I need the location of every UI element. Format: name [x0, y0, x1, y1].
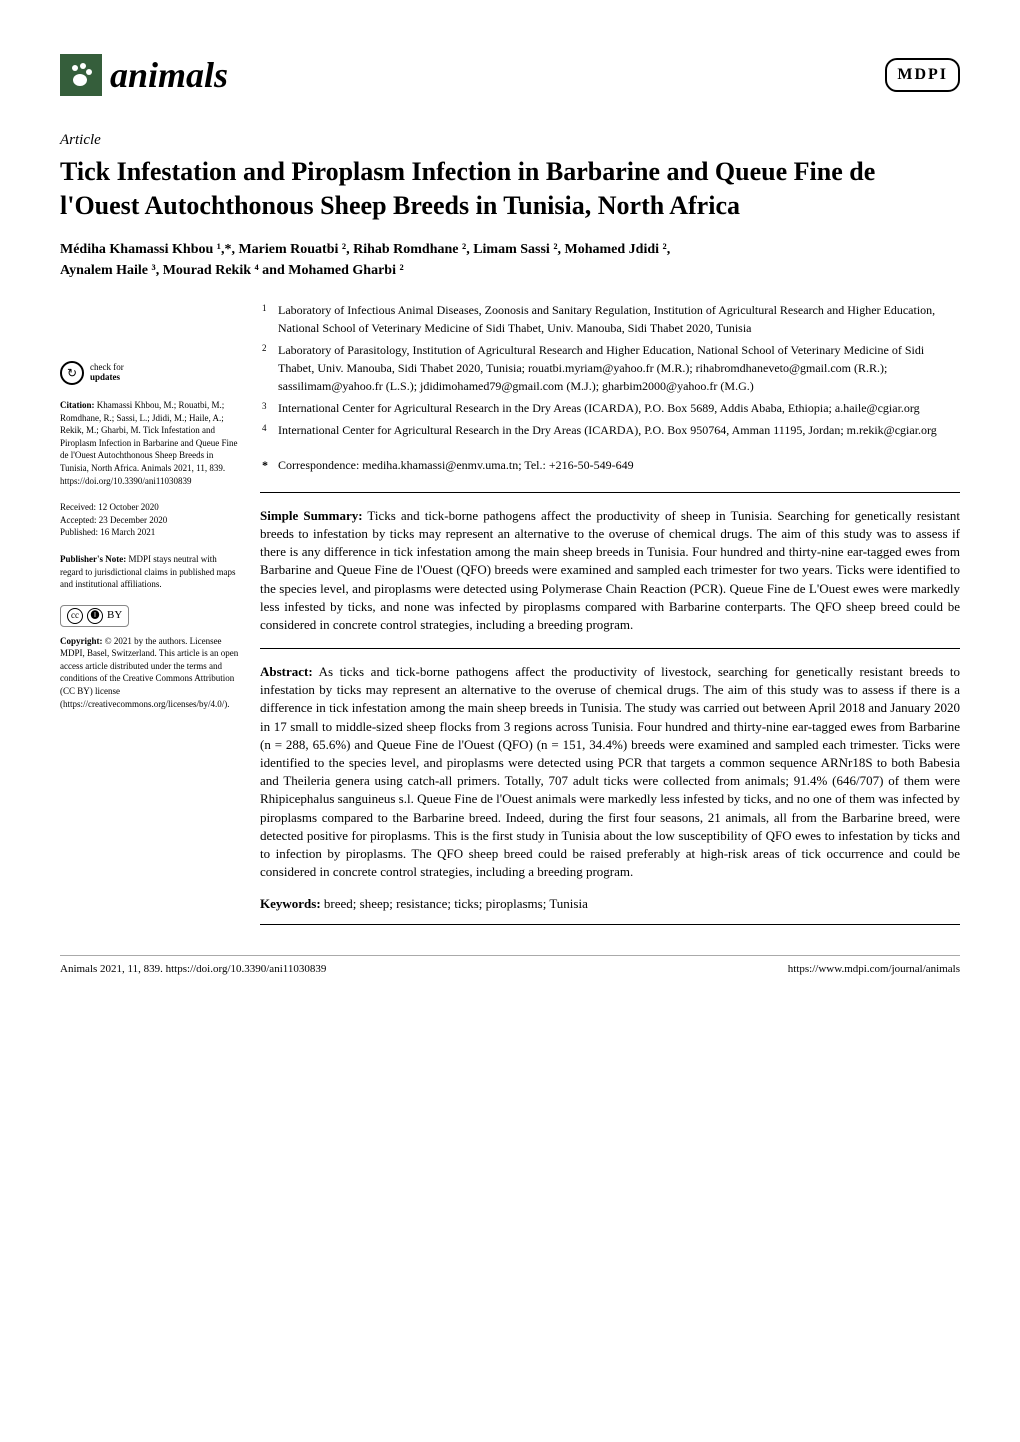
- correspondence-text: Correspondence: mediha.khamassi@enmv.uma…: [278, 458, 634, 472]
- by-icon: 🅘: [87, 608, 103, 624]
- check-updates[interactable]: ↻ check for updates: [60, 361, 240, 385]
- by-label: BY: [107, 608, 122, 623]
- footer-left: Animals 2021, 11, 839. https://doi.org/1…: [60, 962, 326, 977]
- published-date: Published: 16 March 2021: [60, 526, 240, 539]
- keywords-label: Keywords:: [260, 896, 321, 911]
- publishers-note-section: Publisher's Note: MDPI stays neutral wit…: [60, 553, 240, 591]
- publishers-note-label: Publisher's Note:: [60, 554, 126, 564]
- simple-summary-text: Ticks and tick-borne pathogens affect th…: [260, 508, 960, 632]
- check-updates-icon: ↻: [60, 361, 84, 385]
- abstract-label: Abstract:: [260, 664, 313, 679]
- authors: Médiha Khamassi Khbou ¹,*, Mariem Rouatb…: [60, 239, 960, 281]
- affiliation-marker: 4: [262, 422, 267, 436]
- check-updates-text: check for updates: [90, 363, 124, 383]
- abstract-block: Abstract: As ticks and tick-borne pathog…: [260, 648, 960, 881]
- citation-text: Khamassi Khbou, M.; Rouatbi, M.; Romdhan…: [60, 400, 237, 486]
- cc-by-badge: cc 🅘 BY: [60, 605, 129, 627]
- correspondence-marker: *: [262, 457, 268, 474]
- received-date: Received: 12 October 2020: [60, 501, 240, 514]
- journal-name: animals: [110, 50, 228, 100]
- simple-summary-block: Simple Summary: Ticks and tick-borne pat…: [260, 492, 960, 634]
- citation-label: Citation:: [60, 400, 95, 410]
- bottom-rule: [260, 924, 960, 925]
- check-for-label: check for: [90, 362, 124, 372]
- affiliation-text: International Center for Agricultural Re…: [278, 423, 937, 437]
- authors-line-1: Médiha Khamassi Khbou ¹,*, Mariem Rouatb…: [60, 242, 670, 257]
- article-type: Article: [60, 130, 960, 151]
- main-content: 1 Laboratory of Infectious Animal Disease…: [260, 301, 960, 925]
- copyright-label: Copyright:: [60, 636, 103, 646]
- citation-section: Citation: Khamassi Khbou, M.; Rouatbi, M…: [60, 399, 240, 487]
- affiliation-marker: 1: [262, 302, 267, 316]
- accepted-date: Accepted: 23 December 2020: [60, 514, 240, 527]
- affiliation-item: 2Laboratory of Parasitology, Institution…: [278, 341, 960, 395]
- authors-line-2: Aynalem Haile ³, Mourad Rekik ⁴ and Moha…: [60, 263, 404, 278]
- journal-brand: animals: [60, 50, 228, 100]
- simple-summary-label: Simple Summary:: [260, 508, 363, 523]
- cc-icon: cc: [67, 608, 83, 624]
- affiliations-list: 1 Laboratory of Infectious Animal Disease…: [260, 301, 960, 439]
- dates-section: Received: 12 October 2020 Accepted: 23 D…: [60, 501, 240, 539]
- keywords-block: Keywords: breed; sheep; resistance; tick…: [260, 895, 960, 913]
- keywords-text: breed; sheep; resistance; ticks; piropla…: [324, 896, 588, 911]
- affiliation-marker: 2: [262, 342, 267, 356]
- abstract-text: As ticks and tick-borne pathogens affect…: [260, 664, 960, 879]
- copyright-section: Copyright: © 2021 by the authors. Licens…: [60, 635, 240, 711]
- article-title: Tick Infestation and Piroplasm Infection…: [60, 155, 960, 223]
- journal-pawprint-icon: [60, 54, 102, 96]
- correspondence: * Correspondence: mediha.khamassi@enmv.u…: [260, 457, 960, 474]
- sidebar: ↻ check for updates Citation: Khamassi K…: [60, 301, 240, 925]
- affiliation-item: 4International Center for Agricultural R…: [278, 421, 960, 439]
- updates-label: updates: [90, 372, 120, 382]
- affiliation-text: International Center for Agricultural Re…: [278, 401, 920, 415]
- affiliation-marker: 3: [262, 400, 267, 414]
- footer-right: https://www.mdpi.com/journal/animals: [788, 962, 960, 977]
- affiliation-text: Laboratory of Parasitology, Institution …: [278, 343, 924, 393]
- affiliation-text: Laboratory of Infectious Animal Diseases…: [278, 303, 935, 335]
- header-row: animals MDPI: [60, 50, 960, 100]
- affiliation-item: 3International Center for Agricultural R…: [278, 399, 960, 417]
- main-columns: ↻ check for updates Citation: Khamassi K…: [60, 301, 960, 925]
- copyright-text: © 2021 by the authors. Licensee MDPI, Ba…: [60, 636, 238, 709]
- publisher-logo: MDPI: [885, 58, 960, 92]
- page-footer: Animals 2021, 11, 839. https://doi.org/1…: [60, 955, 960, 977]
- affiliation-item: 1Laboratory of Infectious Animal Disease…: [278, 301, 960, 337]
